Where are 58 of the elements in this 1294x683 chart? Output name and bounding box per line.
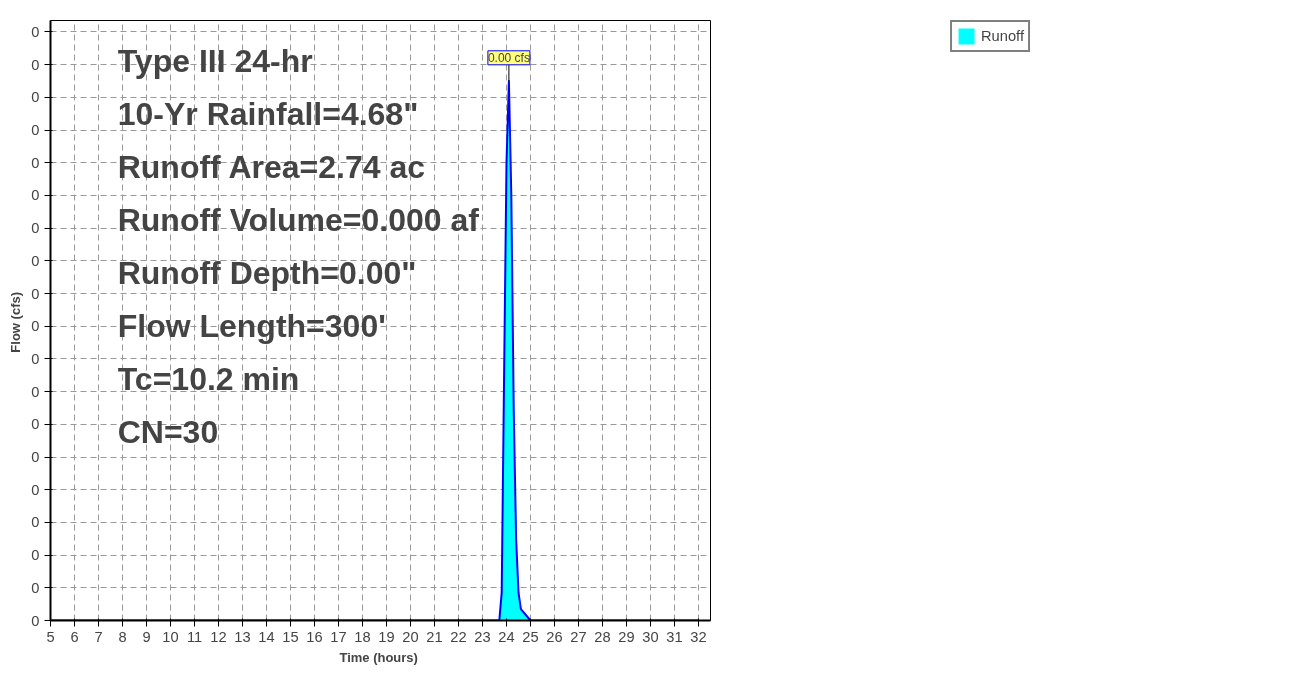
x-tick-label: 31	[666, 628, 683, 645]
x-tick-label: 5	[46, 628, 55, 645]
annotation: Flow Length=300'	[117, 308, 386, 345]
x-tick-label: 25	[522, 628, 539, 645]
y-tick-label: 0	[31, 416, 40, 433]
x-tick-label: 22	[450, 628, 467, 645]
x-tick-label: 29	[618, 628, 635, 645]
y-axis-title: Flow (cfs)	[8, 291, 24, 353]
x-tick-label: 24	[498, 628, 515, 645]
x-tick-label: 7	[94, 628, 103, 645]
x-axis-title: Time (hours)	[339, 649, 418, 665]
y-tick-label: 0	[31, 220, 40, 237]
y-tick-label: 0	[31, 481, 40, 498]
x-tick-label: 28	[594, 628, 611, 645]
y-tick-label: 0	[31, 89, 40, 106]
x-tick-label: 15	[282, 628, 299, 645]
y-tick-label: 0	[31, 252, 40, 269]
x-tick-label: 8	[118, 628, 127, 645]
y-tick-label: 0	[31, 23, 40, 40]
x-tick-label: 18	[354, 628, 371, 645]
annotation: Runoff Area=2.74 ac	[117, 148, 426, 185]
y-tick-label: 0	[31, 514, 40, 531]
x-tick-label: 10	[162, 628, 179, 645]
x-tick-label: 23	[474, 628, 491, 645]
y-tick-label: 0	[31, 612, 40, 629]
y-tick-label: 0	[31, 154, 40, 171]
y-tick-label: 0	[31, 449, 40, 466]
x-tick-label: 13	[234, 628, 251, 645]
annotation: Runoff Volume=0.000 af	[117, 201, 480, 238]
annotation: Type III 24-hr	[117, 42, 313, 79]
x-tick-label: 27	[570, 628, 587, 645]
x-tick-label: 17	[330, 628, 347, 645]
y-tick-label: 0	[31, 350, 40, 367]
x-tick-label: 9	[142, 628, 151, 645]
x-tick-label: 11	[186, 628, 203, 645]
x-tick-label: 32	[690, 628, 707, 645]
y-tick-label: 0	[31, 318, 40, 335]
y-tick-label: 0	[31, 383, 40, 400]
x-tick-label: 16	[306, 628, 323, 645]
x-tick-label: 19	[378, 628, 395, 645]
x-tick-label: 21	[426, 628, 443, 645]
x-tick-label: 26	[546, 628, 563, 645]
annotation: CN=30	[117, 414, 219, 451]
x-tick-label: 12	[210, 628, 227, 645]
annotation: Runoff Depth=0.00"	[117, 254, 417, 291]
x-tick-label: 14	[258, 628, 275, 645]
y-tick-label: 0	[31, 122, 40, 139]
y-tick-label: 0	[31, 547, 40, 564]
x-tick-label: 6	[70, 628, 79, 645]
y-tick-label: 0	[31, 285, 40, 302]
y-tick-label: 0	[31, 579, 40, 596]
annotation: 10-Yr Rainfall=4.68"	[117, 95, 419, 132]
x-tick-label: 20	[402, 628, 419, 645]
legend-label: Runoff	[981, 28, 1024, 44]
x-tick-label: 30	[642, 628, 659, 645]
annotation: Tc=10.2 min	[117, 361, 300, 398]
y-tick-label: 0	[31, 187, 40, 204]
y-tick-label: 0	[31, 56, 40, 73]
